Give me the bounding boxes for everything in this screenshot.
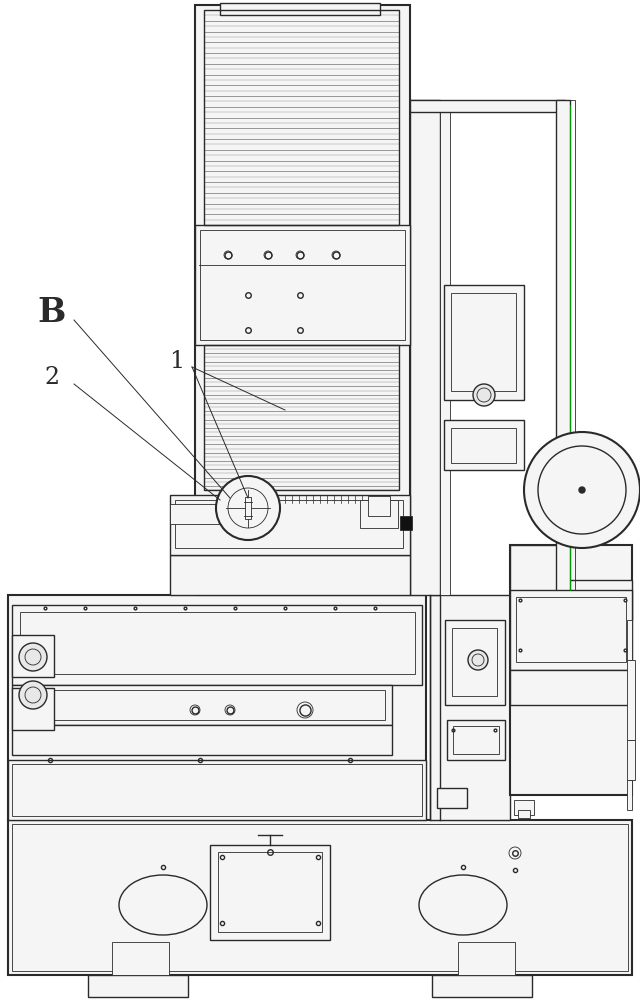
Bar: [627, 780, 632, 810]
Bar: [218, 852, 322, 932]
Bar: [453, 726, 499, 754]
Bar: [518, 810, 530, 818]
Circle shape: [19, 681, 47, 709]
Bar: [12, 605, 422, 685]
Bar: [570, 100, 575, 595]
Bar: [447, 720, 505, 760]
Bar: [516, 597, 626, 662]
Bar: [170, 504, 220, 524]
Bar: [627, 620, 632, 660]
Bar: [514, 800, 534, 815]
Bar: [12, 824, 628, 971]
Bar: [204, 10, 399, 225]
Bar: [170, 555, 410, 595]
Bar: [195, 5, 410, 595]
Bar: [627, 660, 635, 740]
Text: 1: 1: [170, 351, 184, 373]
Bar: [170, 495, 410, 555]
Bar: [245, 497, 251, 519]
Bar: [444, 420, 524, 470]
Bar: [510, 545, 632, 795]
Bar: [8, 595, 426, 820]
Bar: [444, 285, 524, 400]
Bar: [510, 590, 632, 670]
Bar: [458, 942, 515, 975]
Bar: [175, 500, 403, 548]
Bar: [437, 788, 467, 808]
Bar: [556, 100, 570, 595]
Bar: [112, 942, 169, 975]
Bar: [12, 725, 392, 755]
Bar: [452, 628, 497, 696]
Circle shape: [579, 487, 585, 493]
Bar: [410, 100, 440, 595]
Bar: [12, 635, 54, 677]
Bar: [200, 230, 405, 340]
Bar: [360, 500, 398, 528]
Bar: [204, 345, 399, 490]
Circle shape: [468, 650, 488, 670]
Circle shape: [524, 432, 640, 548]
Circle shape: [473, 384, 495, 406]
Text: 2: 2: [44, 366, 60, 389]
Bar: [195, 225, 410, 345]
Bar: [445, 620, 505, 705]
Bar: [440, 100, 450, 595]
Bar: [210, 845, 330, 940]
Bar: [8, 760, 426, 820]
Bar: [12, 688, 54, 730]
Bar: [451, 293, 516, 391]
Circle shape: [19, 643, 47, 671]
Bar: [20, 612, 415, 674]
Bar: [12, 685, 392, 725]
Bar: [88, 975, 188, 997]
Bar: [12, 764, 422, 816]
Bar: [510, 670, 632, 705]
Bar: [220, 3, 380, 15]
Bar: [410, 100, 565, 112]
Bar: [451, 428, 516, 463]
Bar: [8, 820, 632, 975]
Bar: [627, 740, 635, 780]
Bar: [400, 516, 412, 530]
Bar: [368, 496, 390, 516]
Bar: [430, 595, 510, 820]
Bar: [20, 690, 385, 720]
Bar: [432, 975, 532, 997]
Polygon shape: [510, 545, 632, 620]
Text: B: B: [38, 296, 66, 328]
Circle shape: [216, 476, 280, 540]
